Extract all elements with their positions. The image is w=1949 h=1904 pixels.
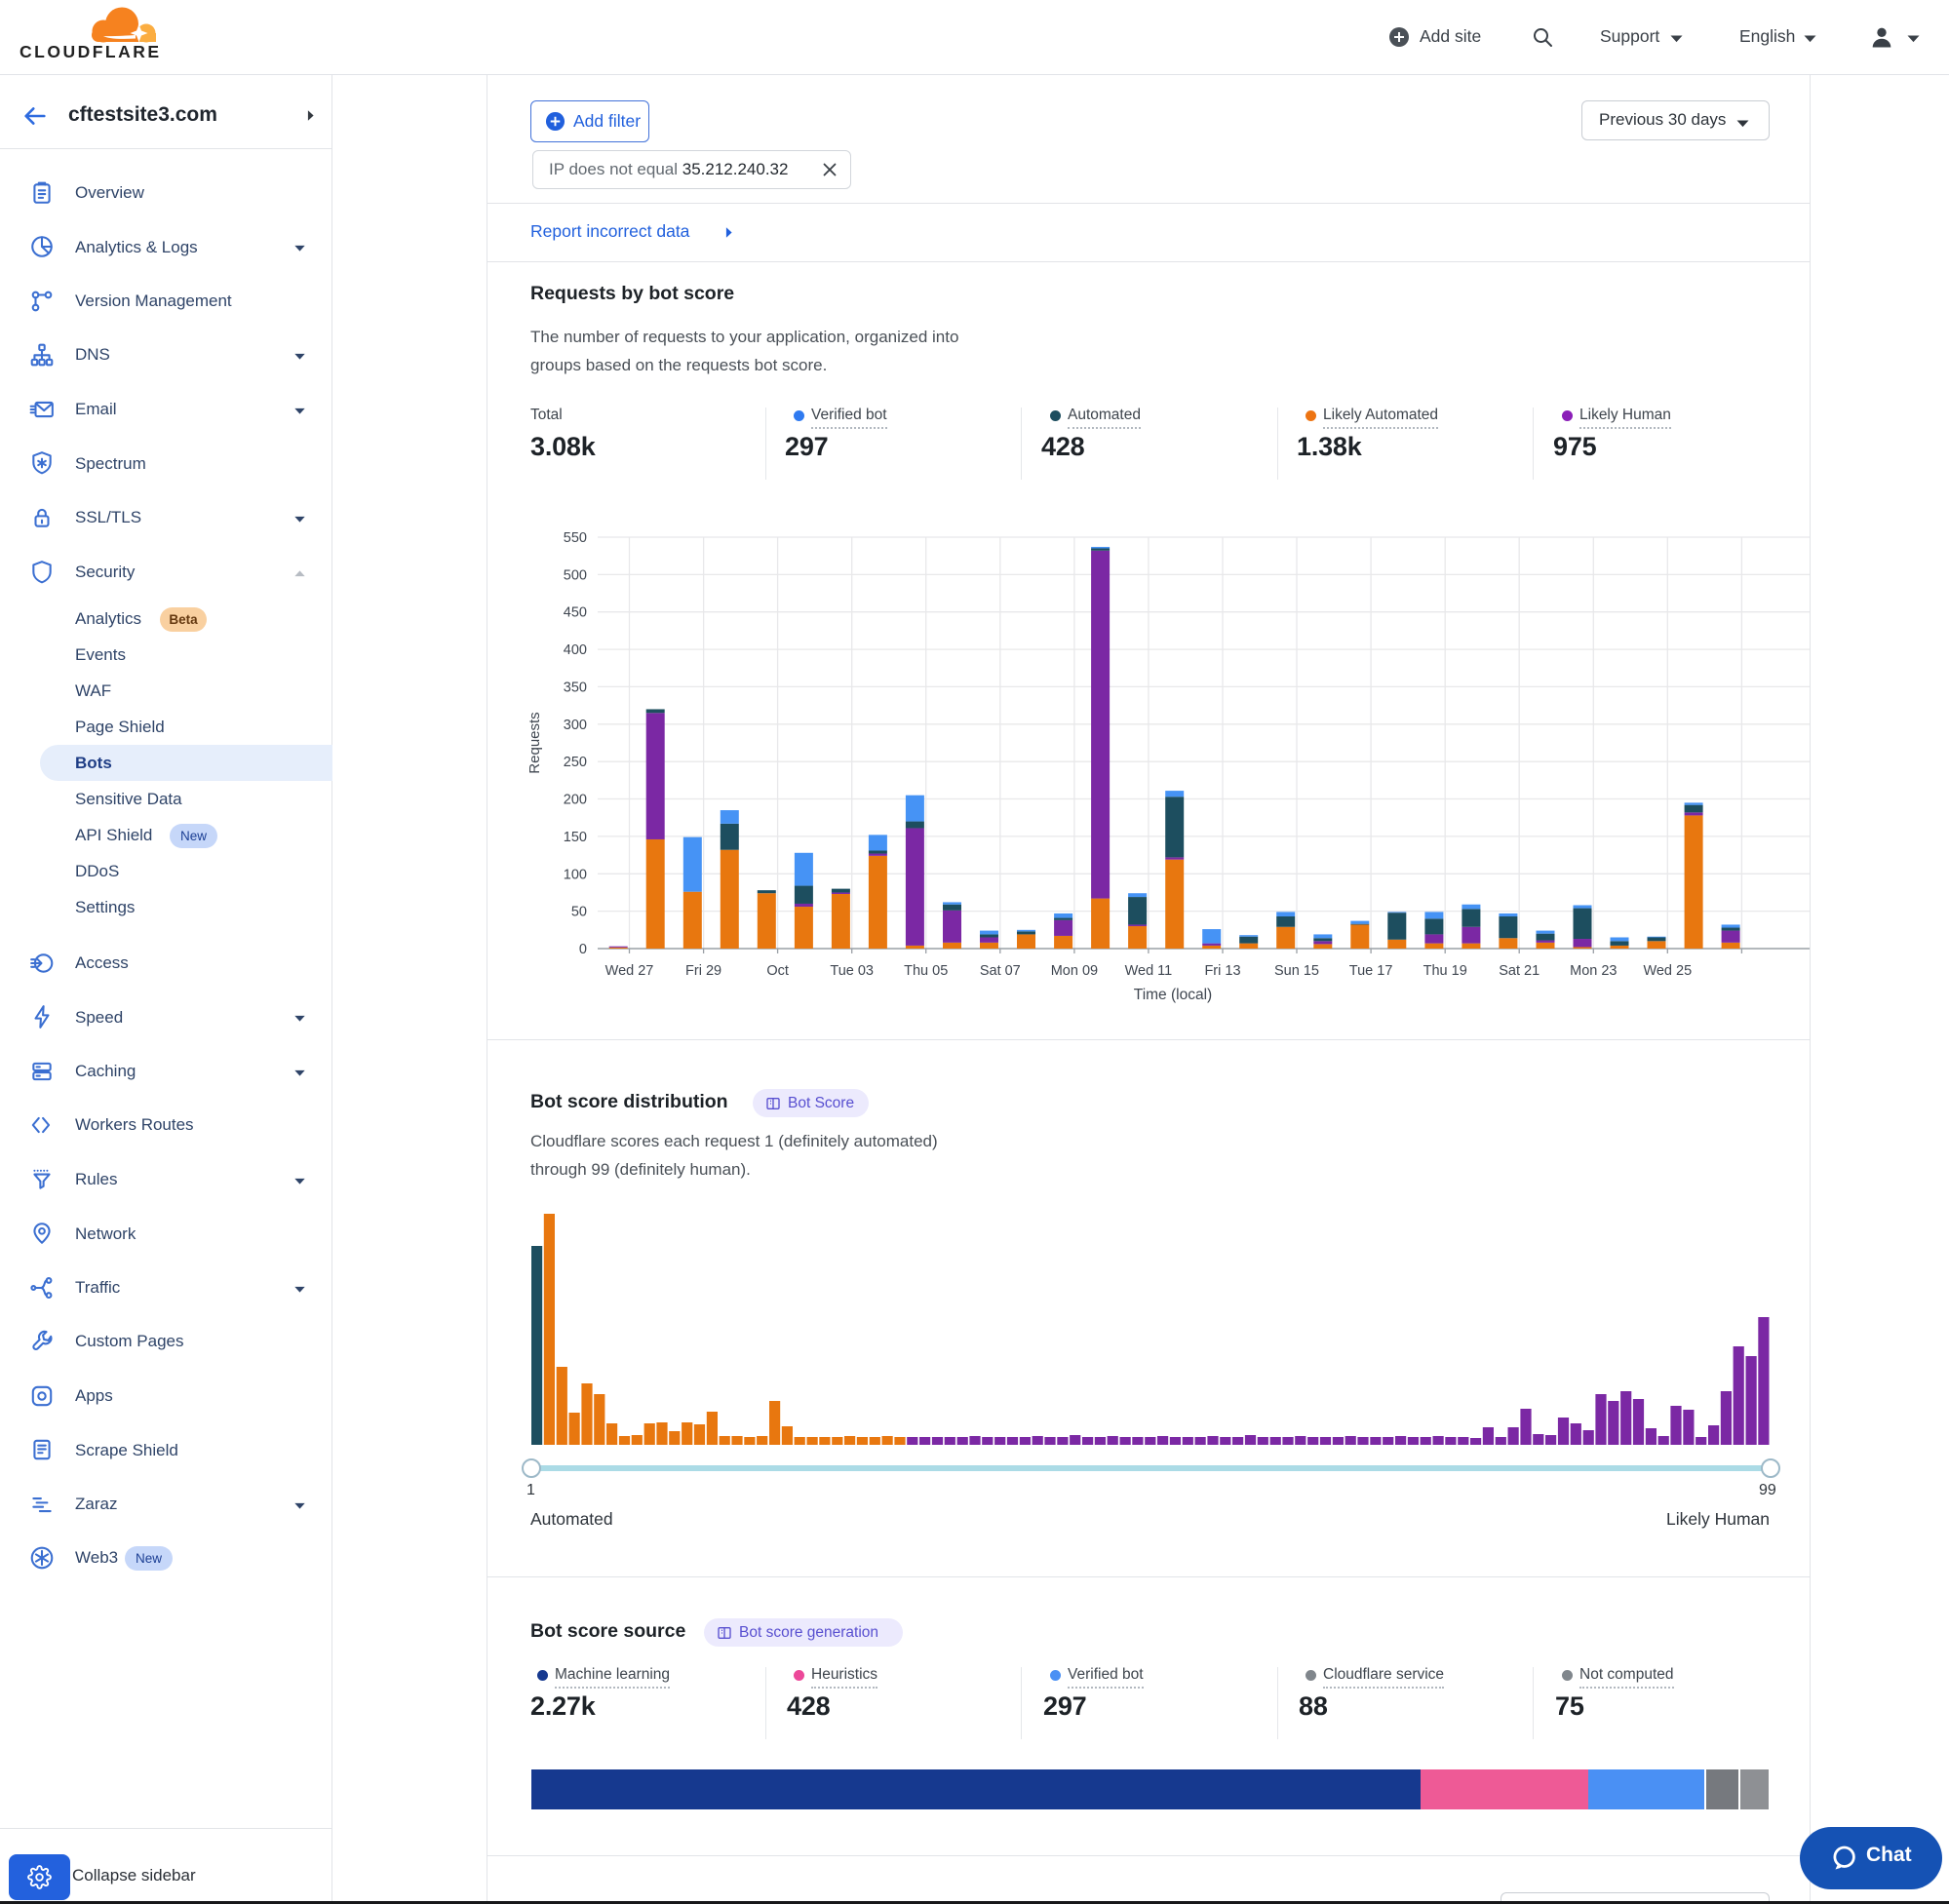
svg-text:Sun 15: Sun 15 [1274, 963, 1319, 979]
svg-text:0: 0 [579, 942, 587, 957]
svg-text:Wed 11: Wed 11 [1125, 963, 1173, 979]
svg-text:200: 200 [564, 793, 587, 808]
svg-text:Fri 29: Fri 29 [685, 963, 721, 979]
svg-text:Time (local): Time (local) [1134, 987, 1212, 1003]
svg-text:50: 50 [571, 905, 587, 920]
svg-text:300: 300 [564, 718, 587, 733]
svg-text:Sat 21: Sat 21 [1499, 963, 1540, 979]
svg-text:Fri 13: Fri 13 [1204, 963, 1240, 979]
svg-text:250: 250 [564, 755, 587, 770]
svg-text:Wed 27: Wed 27 [605, 963, 654, 979]
svg-text:Oct: Oct [766, 963, 789, 979]
svg-text:Thu 05: Thu 05 [904, 963, 948, 979]
svg-text:150: 150 [564, 830, 587, 845]
svg-text:100: 100 [564, 867, 587, 882]
svg-text:400: 400 [564, 642, 587, 658]
svg-text:Mon 09: Mon 09 [1051, 963, 1098, 979]
svg-text:550: 550 [564, 530, 587, 546]
svg-text:Requests: Requests [526, 712, 543, 773]
svg-text:Sat 07: Sat 07 [980, 963, 1021, 979]
svg-text:Tue 03: Tue 03 [830, 963, 874, 979]
svg-text:Wed 25: Wed 25 [1643, 963, 1692, 979]
svg-text:500: 500 [564, 567, 587, 583]
svg-text:450: 450 [564, 605, 587, 621]
svg-text:350: 350 [564, 680, 587, 695]
svg-text:Mon 23: Mon 23 [1570, 963, 1617, 979]
svg-text:Tue 17: Tue 17 [1349, 963, 1393, 979]
svg-text:Thu 19: Thu 19 [1423, 963, 1467, 979]
